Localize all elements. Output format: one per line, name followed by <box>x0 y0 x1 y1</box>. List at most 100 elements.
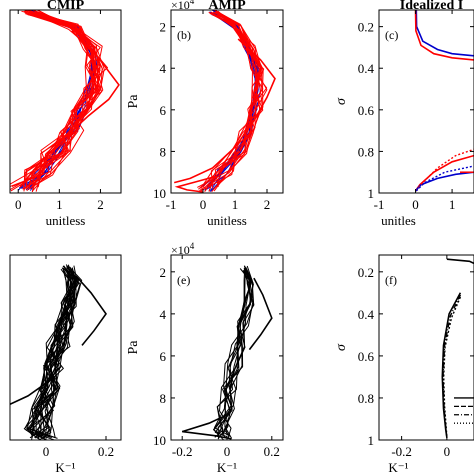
x-axis-label: K⁻¹ <box>55 460 75 474</box>
panel-f: -0.2 0 0.2 0.4 0.6 0.8 1 K⁻¹ σ (f) <box>334 254 474 474</box>
panel-e: -0.2 0 0.2 2 4 6 8 10 K⁻¹ Pa ×104 (e) <box>126 241 284 474</box>
y-axis-label: σ <box>334 97 349 105</box>
y-axis-label: σ <box>334 343 349 351</box>
x-tick-label: -0.2 <box>391 444 412 459</box>
y-tick-label: 2 <box>160 265 167 280</box>
series-line <box>29 265 76 439</box>
y-tick-label: 4 <box>160 307 167 322</box>
series-line <box>212 11 264 192</box>
series-line <box>213 269 254 436</box>
series-line <box>415 10 474 57</box>
axes-frame <box>378 9 474 194</box>
series-line <box>22 10 98 190</box>
series-line <box>19 30 120 188</box>
x-tick-label: 0.2 <box>264 444 280 459</box>
axes-frame <box>9 254 122 441</box>
series-line <box>174 175 217 193</box>
series-line <box>75 275 107 346</box>
x-axis-label: unitless <box>46 213 86 228</box>
y-tick-label: 8 <box>160 391 167 406</box>
y-tick-label: 4 <box>160 61 167 76</box>
x-axis-label: K⁻¹ <box>217 460 237 474</box>
x-tick-label: 0 <box>224 444 231 459</box>
x-tick-label: 0 <box>412 197 419 212</box>
x-tick-label: 0 <box>43 444 50 459</box>
series-line <box>34 266 79 439</box>
series-line <box>36 265 83 439</box>
series-line <box>31 268 74 440</box>
data-layer <box>10 10 120 193</box>
panel-a-cmip: 0 1 2 unitless CMIP <box>9 0 122 228</box>
series-line <box>248 277 273 351</box>
panel-d: 0 0.2 K⁻¹ <box>9 254 122 474</box>
x-tick-label: 1 <box>56 197 63 212</box>
x-axis-label: unitless <box>207 213 247 228</box>
y-tick-label: 1 <box>368 186 375 201</box>
y-tick-label: 0.8 <box>358 144 374 159</box>
data-layer <box>181 265 273 440</box>
panel-c-idealized: -1 0 1 0.2 0.4 0.6 0.8 1 unitles σ Idealized I (c) <box>334 0 474 228</box>
y-tick-label: 0.6 <box>358 103 375 118</box>
data-layer <box>173 10 276 193</box>
x-axis-label: K⁻¹ <box>388 460 408 474</box>
x-tick-label: 0 <box>444 444 451 459</box>
x-axis-label: unitles <box>381 213 416 228</box>
x-tick-label: 0.2 <box>98 444 114 459</box>
y-axis-exponent-power: 4 <box>190 0 195 6</box>
y-tick-label: 2 <box>160 20 167 35</box>
y-axis-exponent: ×104 <box>171 241 195 257</box>
series-line <box>442 296 462 438</box>
axes-frame <box>378 254 474 441</box>
y-tick-label: 0.8 <box>358 391 374 406</box>
x-tick-label: 0 <box>15 197 22 212</box>
series-line <box>414 10 474 61</box>
series-line <box>200 10 261 189</box>
x-tick-label: 0 <box>200 197 207 212</box>
y-tick-label: 0.4 <box>358 307 375 322</box>
y-tick-label: 0.2 <box>358 265 374 280</box>
panel-label: (c) <box>385 28 398 42</box>
series-line <box>31 14 98 192</box>
panel-title: AMIP <box>208 0 246 13</box>
series-line <box>415 148 474 192</box>
x-tick-label: -1 <box>374 197 385 212</box>
series-line <box>39 267 77 437</box>
panel-b-amip: -1 0 1 2 2 4 6 8 10 unitless Pa ×104 AMIP (b) <box>126 0 284 228</box>
data-layer <box>10 264 107 440</box>
series-line <box>442 294 462 438</box>
y-tick-label: 0.4 <box>358 61 375 76</box>
y-tick-label: 6 <box>160 103 167 118</box>
series-line <box>446 258 474 265</box>
panel-title: CMIP <box>47 0 85 13</box>
y-tick-label: 10 <box>153 433 166 448</box>
series-line <box>10 365 62 406</box>
series-line <box>204 11 268 192</box>
panel-label: (e) <box>177 273 190 287</box>
x-tick-label: 1 <box>232 197 239 212</box>
series-line <box>415 165 474 192</box>
y-axis-label: Pa <box>126 94 141 109</box>
x-tick-label: 1 <box>449 197 456 212</box>
y-axis-exponent: ×104 <box>171 0 195 12</box>
series-line <box>29 265 76 438</box>
x-tick-label: -0.2 <box>172 444 193 459</box>
series-line <box>221 270 251 436</box>
axes-frame <box>9 9 122 194</box>
series-line <box>173 38 276 184</box>
y-tick-label: 10 <box>153 186 166 201</box>
data-layer <box>414 10 474 192</box>
series-line <box>217 265 251 440</box>
y-axis-label: Pa <box>126 340 141 355</box>
y-tick-label: 0.2 <box>358 20 374 35</box>
panel-label: (f) <box>385 273 397 287</box>
x-tick-label: 2 <box>264 197 271 212</box>
panel-label: (b) <box>177 28 191 42</box>
series-line <box>181 414 232 440</box>
series-line <box>224 267 252 439</box>
x-tick-label: -1 <box>166 197 177 212</box>
y-axis-exponent-power: 4 <box>190 241 195 251</box>
y-tick-label: 8 <box>160 144 167 159</box>
series-line <box>22 12 101 188</box>
data-layer <box>441 258 474 439</box>
